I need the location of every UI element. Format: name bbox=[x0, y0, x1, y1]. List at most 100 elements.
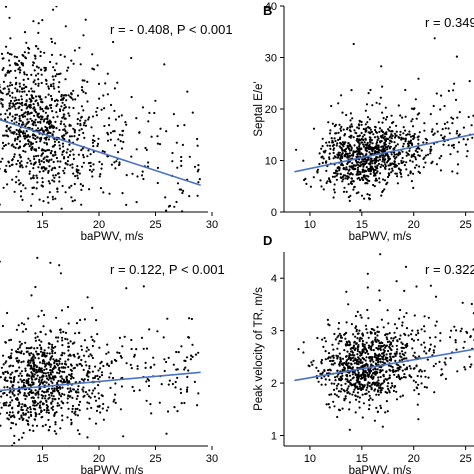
scatter-point bbox=[8, 104, 11, 107]
scatter-point bbox=[351, 173, 354, 176]
scatter-point bbox=[349, 379, 352, 382]
scatter-point bbox=[342, 389, 345, 392]
scatter-point bbox=[367, 148, 371, 151]
scatter-point bbox=[34, 124, 38, 127]
scatter-point bbox=[431, 128, 434, 131]
scatter-point bbox=[50, 83, 53, 86]
scatter-point bbox=[375, 370, 378, 373]
scatter-point bbox=[395, 398, 399, 401]
scatter-point bbox=[86, 378, 90, 381]
scatter-point bbox=[338, 340, 341, 343]
scatter-point bbox=[373, 125, 377, 128]
scatter-point bbox=[140, 174, 144, 177]
scatter-point bbox=[4, 112, 7, 115]
scatter-point bbox=[297, 348, 300, 351]
scatter-point bbox=[74, 407, 77, 411]
scatter-point bbox=[423, 385, 426, 389]
scatter-point bbox=[424, 154, 428, 157]
scatter-point bbox=[80, 116, 83, 119]
scatter-point bbox=[38, 383, 42, 386]
scatter-point bbox=[62, 366, 65, 369]
scatter-point bbox=[338, 123, 341, 126]
scatter-point bbox=[17, 170, 20, 173]
scatter-point bbox=[373, 329, 376, 332]
scatter-point bbox=[94, 399, 98, 402]
scatter-point bbox=[67, 407, 70, 410]
scatter-point bbox=[395, 350, 398, 354]
scatter-point bbox=[384, 143, 387, 146]
scatter-point bbox=[71, 163, 74, 166]
scatter-point bbox=[405, 344, 408, 347]
scatter-point bbox=[74, 410, 77, 413]
scatter-point bbox=[18, 390, 21, 393]
scatter-point bbox=[62, 94, 65, 97]
scatter-point bbox=[34, 57, 37, 60]
scatter-point bbox=[356, 366, 359, 369]
scatter-point bbox=[69, 395, 72, 398]
scatter-point bbox=[62, 115, 65, 118]
scatter-point bbox=[39, 406, 42, 409]
scatter-point bbox=[402, 132, 405, 135]
scatter-point bbox=[61, 419, 64, 422]
scatter-point bbox=[27, 317, 30, 320]
scatter-point bbox=[95, 409, 99, 412]
scatter-point bbox=[435, 122, 438, 125]
scatter-point bbox=[2, 363, 5, 366]
scatter-point bbox=[432, 133, 435, 136]
scatter-point bbox=[6, 85, 9, 88]
scatter-point bbox=[337, 373, 340, 376]
scatter-point bbox=[7, 69, 10, 72]
scatter-point bbox=[47, 180, 50, 183]
scatter-point bbox=[104, 82, 107, 85]
scatter-point bbox=[358, 385, 361, 388]
scatter-point bbox=[423, 330, 426, 333]
scatter-point bbox=[68, 143, 71, 146]
scatter-point bbox=[47, 131, 50, 134]
scatter-point bbox=[7, 92, 10, 95]
scatter-point bbox=[353, 388, 356, 391]
scatter-point bbox=[52, 145, 55, 148]
scatter-point bbox=[11, 91, 14, 94]
scatter-point bbox=[359, 361, 362, 364]
scatter-point bbox=[5, 379, 8, 382]
scatter-point bbox=[59, 370, 62, 373]
scatter-point bbox=[14, 107, 17, 110]
scatter-point bbox=[372, 147, 375, 150]
scatter-point bbox=[93, 395, 96, 398]
scatter-point bbox=[86, 407, 89, 410]
scatter-point bbox=[408, 375, 411, 378]
scatter-point bbox=[99, 187, 102, 190]
scatter-point bbox=[357, 152, 360, 155]
scatter-point bbox=[400, 346, 403, 349]
regression-line bbox=[294, 348, 474, 382]
scatter-point bbox=[324, 350, 327, 353]
scatter-point bbox=[383, 166, 387, 169]
scatter-point bbox=[332, 348, 335, 351]
scatter-point bbox=[416, 329, 419, 332]
scatter-point bbox=[30, 204, 33, 207]
scatter-point bbox=[96, 374, 99, 377]
scatter-point bbox=[78, 129, 81, 132]
scatter-point bbox=[27, 139, 30, 142]
scatter-point bbox=[307, 364, 310, 367]
scatter-point bbox=[388, 358, 391, 361]
scatter-point bbox=[397, 366, 400, 370]
scatter-point bbox=[347, 155, 350, 158]
scatter-point bbox=[378, 299, 381, 302]
scatter-point bbox=[381, 156, 384, 159]
scatter-point bbox=[439, 339, 442, 342]
scatter-point bbox=[322, 157, 325, 160]
scatter-point bbox=[379, 391, 382, 394]
y-tick-label: 30 bbox=[265, 53, 277, 65]
scatter-point bbox=[21, 64, 25, 67]
scatter-point bbox=[63, 103, 66, 107]
scatter-point bbox=[98, 397, 101, 400]
scatter-point bbox=[336, 142, 339, 145]
x-axis-title: baPWV, m/s bbox=[349, 465, 412, 474]
scatter-point bbox=[56, 103, 59, 106]
scatter-point bbox=[57, 379, 60, 383]
scatter-point bbox=[98, 405, 101, 408]
scatter-point bbox=[76, 118, 79, 121]
scatter-point bbox=[38, 412, 41, 416]
